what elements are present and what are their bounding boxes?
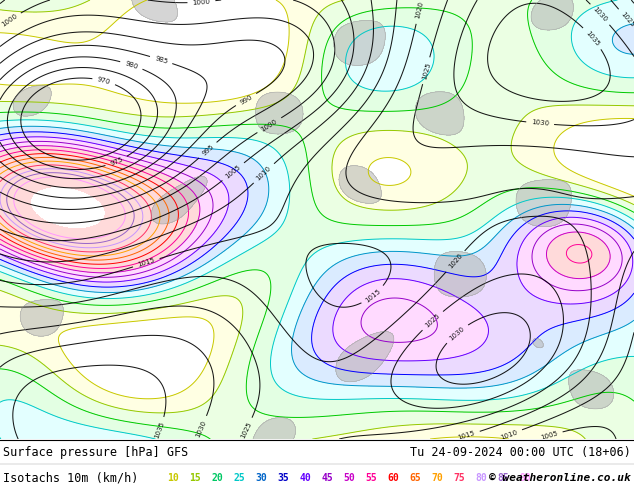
Text: 1015: 1015 (457, 430, 476, 441)
Text: Surface pressure [hPa] GFS: Surface pressure [hPa] GFS (3, 445, 188, 459)
Text: 20: 20 (211, 473, 223, 483)
Text: 25: 25 (233, 473, 245, 483)
Text: Isotachs 10m (km/h): Isotachs 10m (km/h) (3, 471, 138, 485)
Text: 1030: 1030 (448, 325, 465, 342)
Text: 970: 970 (96, 76, 111, 85)
Text: 1030: 1030 (592, 6, 609, 23)
Text: 60: 60 (387, 473, 399, 483)
Text: 30: 30 (255, 473, 267, 483)
Text: 990: 990 (238, 94, 254, 105)
Text: 65: 65 (409, 473, 421, 483)
Text: 975: 975 (109, 156, 124, 167)
Text: 1030: 1030 (531, 120, 550, 127)
Text: 1020: 1020 (447, 253, 463, 270)
Text: © weatheronline.co.uk: © weatheronline.co.uk (489, 473, 631, 483)
Text: 1035: 1035 (585, 29, 600, 47)
Text: 1025: 1025 (619, 11, 634, 28)
Text: 1020: 1020 (415, 1, 424, 20)
Text: 35: 35 (277, 473, 289, 483)
Text: 1010: 1010 (500, 429, 519, 441)
Text: 1010: 1010 (256, 165, 273, 182)
Text: 55: 55 (365, 473, 377, 483)
Text: 1000: 1000 (0, 13, 18, 28)
Text: 1005: 1005 (224, 164, 242, 180)
Text: 1015: 1015 (365, 288, 382, 303)
Text: 50: 50 (343, 473, 355, 483)
Text: 15: 15 (189, 473, 201, 483)
Text: 1025: 1025 (240, 421, 253, 440)
Text: 45: 45 (321, 473, 333, 483)
Text: 1025: 1025 (421, 61, 431, 80)
Text: 85: 85 (497, 473, 509, 483)
Text: 1025: 1025 (424, 313, 441, 329)
Text: Tu 24-09-2024 00:00 UTC (18+06): Tu 24-09-2024 00:00 UTC (18+06) (410, 445, 631, 459)
Text: 1035: 1035 (153, 421, 165, 440)
Text: 40: 40 (299, 473, 311, 483)
Text: 80: 80 (475, 473, 487, 483)
Text: 90: 90 (519, 473, 531, 483)
Text: 1005: 1005 (540, 430, 559, 441)
Text: 995: 995 (201, 144, 215, 157)
Text: 1030: 1030 (195, 419, 207, 438)
Text: 70: 70 (431, 473, 443, 483)
Text: 1000: 1000 (260, 118, 278, 132)
Text: 75: 75 (453, 473, 465, 483)
Text: 985: 985 (154, 55, 169, 65)
Text: 10: 10 (167, 473, 179, 483)
Text: 980: 980 (124, 60, 139, 70)
Text: 1015: 1015 (137, 257, 156, 268)
Text: 1000: 1000 (192, 0, 210, 5)
